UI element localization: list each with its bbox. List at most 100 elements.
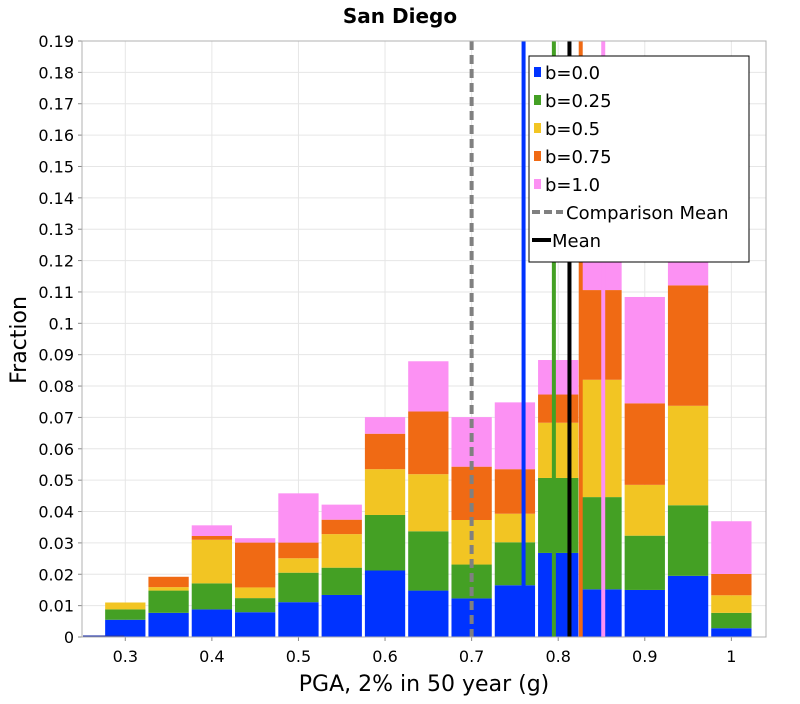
- bar-segment-b-0-25: [494, 542, 536, 586]
- x-tick-label: 0.8: [545, 647, 570, 666]
- bar-segment-b-0-5: [624, 484, 665, 536]
- bar-segment-b-0-5: [148, 587, 189, 591]
- bar-segment-b-0-5: [538, 422, 579, 478]
- y-tick-label: 0.06: [38, 440, 74, 459]
- y-tick-label: 0.05: [38, 471, 74, 490]
- bar-segment-b-0-25: [408, 531, 449, 591]
- x-tick-label: 0.5: [286, 647, 311, 666]
- legend-swatch: [534, 179, 541, 189]
- bar-segment-b-0-75: [624, 403, 665, 485]
- bar-segment-b-0-5: [191, 539, 233, 584]
- legend-label: b=0.25: [545, 91, 612, 112]
- y-tick-label: 0.04: [38, 503, 74, 522]
- legend: b=0.0 b=0.25 b=0.5 b=0.75 b=1.0 Comparison Me…: [528, 55, 750, 263]
- bar-segment-b-0-25: [105, 609, 146, 620]
- bar-segment-b-0-25: [538, 477, 579, 553]
- x-tick-label: 0.6: [372, 647, 397, 666]
- bar-segment-b-0-0: [494, 585, 536, 637]
- bar-segment-b-0-25: [667, 505, 709, 576]
- bar-segment-b-0-5: [408, 474, 449, 532]
- bar-segment-b-0-0: [624, 589, 665, 637]
- y-tick-label: 0.03: [38, 534, 74, 553]
- bar-segment-b-0-25: [278, 572, 319, 603]
- bar-segment-b-0-5: [235, 587, 276, 599]
- y-tick-label: 0.16: [38, 126, 74, 145]
- bar-segment-b-1-0: [711, 521, 752, 574]
- bar-segment-b-0-75: [408, 411, 449, 475]
- y-tick-label: 0.13: [38, 220, 74, 239]
- bar-segment-b-0-75: [278, 542, 319, 559]
- y-tick-label: 0.15: [38, 157, 74, 176]
- y-tick-label: 0.19: [38, 32, 74, 51]
- y-tick-label: 0.14: [38, 189, 74, 208]
- bar-segment-b-0-75: [191, 535, 233, 540]
- bar-segment-b-1-0: [364, 417, 406, 434]
- y-tick-label: 0.09: [38, 346, 74, 365]
- bar-segment-b-0-25: [711, 612, 752, 629]
- bar-segment-b-0-0: [191, 609, 233, 637]
- bar-segment-b-0-75: [494, 469, 536, 514]
- legend-swatch: [534, 95, 541, 105]
- bar-segment-b-0-0: [538, 552, 579, 637]
- legend-label: Mean: [552, 231, 601, 252]
- legend-swatch: [534, 123, 541, 133]
- bar-segment-b-1-0: [321, 504, 362, 520]
- bar-segment-b-0-0: [278, 602, 319, 637]
- x-tick-label: 1: [726, 647, 736, 666]
- y-tick-label: 0.17: [38, 95, 74, 114]
- bar-segment-b-0-0: [667, 575, 709, 637]
- bar-segment-b-0-5: [278, 558, 319, 573]
- legend-box: [528, 55, 750, 263]
- legend-label: b=0.5: [545, 119, 600, 140]
- bar-segment-b-0-5: [451, 519, 492, 565]
- y-tick-label: 0.07: [38, 408, 74, 427]
- bar-segment-b-0-0: [235, 612, 276, 637]
- x-tick-label: 0.9: [632, 647, 657, 666]
- bar-segment-b-1-0: [191, 525, 233, 536]
- bar-segment-b-0-25: [148, 590, 189, 613]
- legend-label: Comparison Mean: [566, 203, 729, 224]
- y-tick-label: 0: [64, 628, 74, 647]
- bar-segment-b-1-0: [408, 361, 449, 412]
- y-tick-label: 0.12: [38, 252, 74, 271]
- bar-segment-b-0-5: [667, 405, 709, 506]
- bar-segment-b-0-5: [494, 513, 536, 543]
- bar-segment-b-0-75: [235, 542, 276, 588]
- bar-segment-b-1-0: [538, 360, 579, 395]
- bar-segment-b-0-5: [711, 595, 752, 613]
- legend-swatch: [534, 67, 541, 77]
- legend-label: b=0.75: [545, 147, 612, 168]
- axes: 0 0.01 0.02 0.03 0.04 0.05 0.06 0.07 0.08 0.09 0.1…: [38, 32, 767, 666]
- bar-segment-b-0-25: [321, 567, 362, 595]
- bar-segment-b-0-5: [364, 469, 406, 515]
- bar-segment-b-0-0: [408, 590, 449, 637]
- bar-segment-b-0-25: [191, 583, 233, 610]
- bar-segment-b-1-0: [235, 538, 276, 543]
- x-tick-label: 0.3: [113, 647, 138, 666]
- x-axis-label: PGA, 2% in 50 year (g): [299, 672, 550, 697]
- bar-segment-b-0-75: [667, 285, 709, 406]
- y-tick-label: 0.01: [38, 597, 74, 616]
- bar-segment-b-0-0: [105, 619, 146, 637]
- bar-segment-b-0-25: [235, 598, 276, 613]
- plot-frame: [81, 40, 767, 638]
- y-tick-label: 0.08: [38, 377, 74, 396]
- bar-segment-b-0-0: [364, 570, 406, 637]
- bar-segment-b-0-5: [321, 534, 362, 568]
- bar-segment-b-0-0: [148, 612, 189, 637]
- y-tick-label: 0.18: [38, 63, 74, 82]
- bar-segment-b-0-75: [364, 433, 406, 470]
- bar-segment-b-0-75: [538, 394, 579, 423]
- y-tick-label: 0.1: [49, 314, 74, 333]
- legend-swatch: [534, 151, 541, 161]
- x-tick-label: 0.7: [459, 647, 484, 666]
- y-tick-label: 0.11: [38, 283, 74, 302]
- y-tick-label: 0.02: [38, 565, 74, 584]
- bar-segment-b-0-75: [148, 576, 189, 588]
- bar-segment-b-0-25: [624, 535, 665, 590]
- chart-title: San Diego: [343, 4, 457, 28]
- y-axis-label: Fraction: [7, 296, 32, 384]
- bar-segment-b-0-75: [321, 519, 362, 535]
- x-tick-label: 0.4: [199, 647, 224, 666]
